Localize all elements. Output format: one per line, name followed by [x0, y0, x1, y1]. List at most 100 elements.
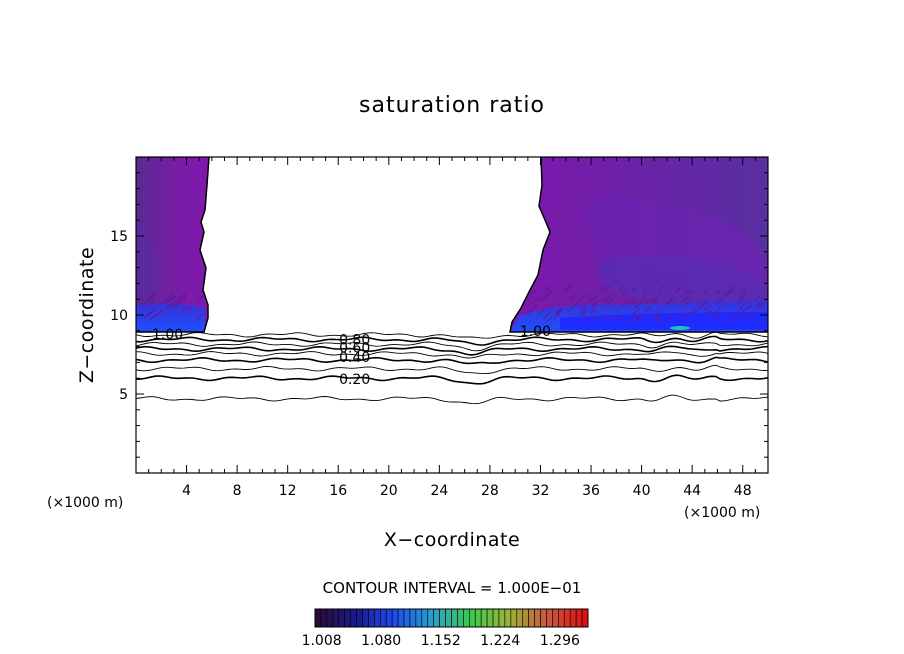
texture-stroke	[569, 294, 577, 301]
y-tick-label: 5	[119, 387, 128, 403]
texture-stroke	[590, 295, 598, 302]
colorbar-cell	[510, 608, 518, 628]
colorbar-cell	[569, 608, 577, 628]
colorbar-cell	[581, 608, 589, 628]
colorbar-cell	[480, 608, 488, 628]
texture-stroke	[167, 296, 175, 303]
texture-stroke	[747, 312, 754, 318]
colorbar-cell	[575, 608, 583, 628]
texture-stroke	[579, 304, 587, 311]
texture-stroke	[616, 314, 624, 321]
texture-stroke	[683, 312, 690, 319]
texture-stroke	[579, 311, 587, 318]
texture-stroke	[142, 300, 150, 307]
texture-stroke	[166, 296, 174, 303]
texture-stroke	[590, 303, 598, 310]
plume-right-lower	[600, 255, 768, 310]
texture-stroke	[653, 311, 661, 318]
texture-stroke	[180, 306, 188, 312]
contour-line	[136, 374, 768, 385]
colorbar-cell	[498, 608, 506, 628]
colorbar-cell	[314, 608, 322, 628]
texture-stroke	[546, 316, 553, 323]
contour-label: 0.40	[339, 350, 370, 366]
contour-line	[136, 335, 768, 346]
texture-stroke	[556, 307, 564, 314]
texture-stroke	[645, 298, 652, 305]
filled-contours	[136, 157, 768, 405]
colorbar-cell	[563, 608, 571, 628]
texture-stroke	[146, 301, 154, 308]
texture-stroke	[568, 305, 576, 312]
texture-stroke	[587, 292, 595, 299]
colorbar-cell	[457, 608, 464, 628]
texture-stroke	[644, 307, 651, 313]
texture-stroke	[603, 285, 611, 292]
texture-stroke	[713, 313, 721, 320]
colorbar-cell	[492, 608, 500, 628]
texture-stroke	[665, 315, 673, 322]
cloud-base-band-right-deep	[560, 312, 768, 330]
colorbar-cell	[344, 608, 351, 628]
texture-stroke	[714, 288, 722, 295]
x-axis-label: X−coordinate	[384, 529, 520, 551]
texture-stroke	[621, 288, 629, 294]
texture-stroke	[169, 296, 177, 303]
colorbar-label: 1.224	[480, 633, 520, 649]
colorbar-label: 1.080	[361, 633, 401, 649]
contour-1.00-left	[136, 157, 210, 333]
colorbar-label: 1.152	[421, 633, 461, 649]
texture-stroke	[755, 304, 763, 310]
texture-stroke	[655, 316, 663, 323]
texture-stroke	[572, 301, 580, 308]
texture-stroke	[196, 295, 204, 302]
texture-stroke	[632, 308, 640, 315]
texture-stroke	[153, 311, 161, 318]
texture-stroke	[728, 285, 736, 292]
colorbar-cell	[374, 608, 381, 628]
texture-stroke	[150, 291, 157, 298]
colorbar-cell	[356, 608, 363, 628]
texture-stroke	[553, 313, 561, 320]
contour-label: 0.20	[339, 372, 370, 388]
contour-line	[136, 364, 768, 375]
texture-stroke	[668, 297, 676, 304]
chart-title: saturation ratio	[359, 93, 545, 118]
x-tick-label: 28	[481, 483, 499, 499]
texture-stroke	[526, 296, 534, 302]
contour-line	[136, 331, 768, 339]
colorbar-cell	[516, 608, 524, 628]
max-value-spot	[670, 326, 690, 330]
contour-line	[136, 341, 768, 352]
texture-stroke	[742, 306, 749, 313]
texture-stroke	[175, 300, 183, 307]
texture-stroke	[740, 287, 748, 294]
x-tick-label: 48	[734, 483, 752, 499]
texture-stroke	[737, 297, 745, 304]
colorbar-cell	[368, 608, 375, 628]
texture-stroke	[653, 293, 661, 300]
texture-stroke	[556, 307, 564, 314]
colorbar-cell	[379, 608, 387, 628]
contour-label: 1.00	[520, 324, 551, 340]
texture-stroke	[674, 287, 682, 294]
texture-stroke	[730, 315, 738, 322]
colorbar-cell	[439, 608, 446, 628]
texture-stroke	[723, 290, 731, 297]
texture-stroke	[179, 292, 186, 299]
texture-stroke	[702, 288, 710, 295]
texture-stroke	[545, 291, 553, 298]
colorbar-cell	[433, 608, 440, 628]
colorbar	[314, 608, 589, 628]
texture-stroke	[639, 297, 647, 304]
y-axis: 5 10 15	[110, 172, 768, 458]
texture-stroke	[717, 297, 725, 304]
texture-stroke	[600, 285, 607, 292]
cloud-base-texture	[142, 284, 765, 323]
texture-stroke	[621, 291, 629, 298]
colorbar-cell	[391, 608, 399, 628]
texture-stroke	[634, 312, 641, 319]
texture-stroke	[643, 286, 650, 293]
texture-stroke	[745, 304, 753, 311]
colorbar-cell	[397, 608, 405, 628]
